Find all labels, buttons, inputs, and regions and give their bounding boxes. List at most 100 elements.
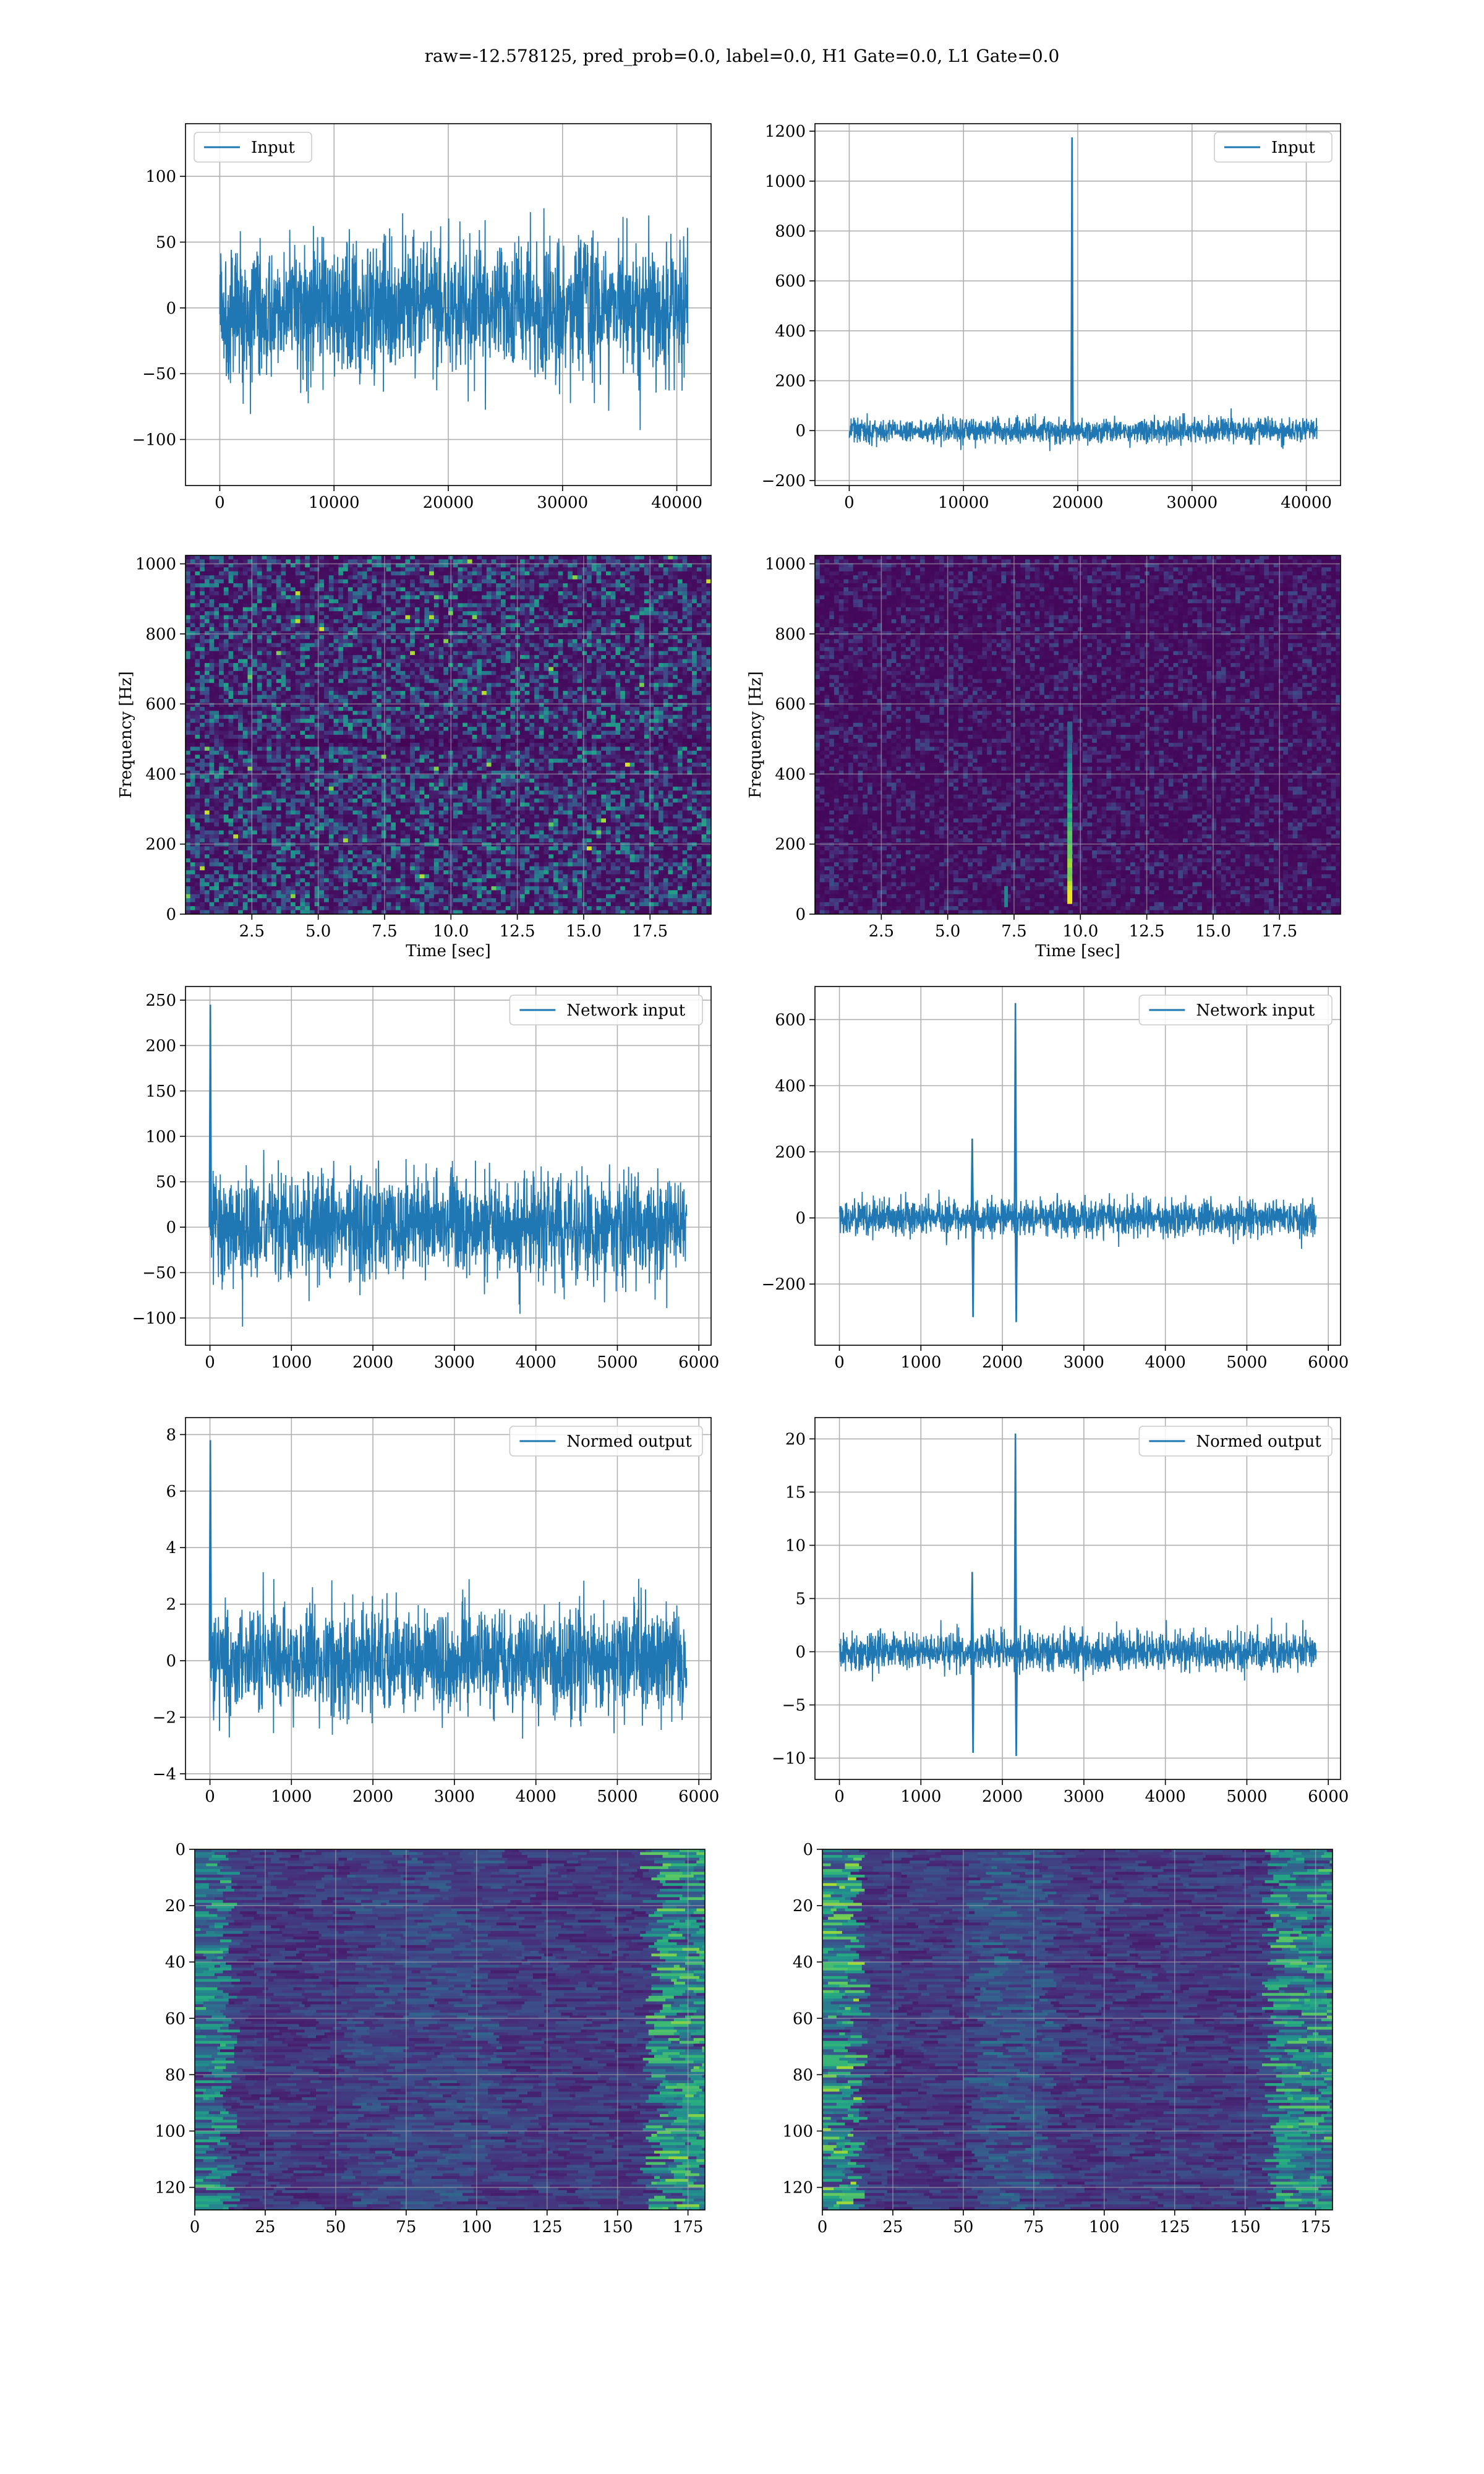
glitch-segment (1067, 854, 1073, 858)
spike-mark (1014, 1651, 1018, 1757)
glitch-segment (1067, 871, 1073, 877)
x-tick-label: 2.5 (239, 922, 265, 941)
y-tick-label: 20 (793, 1897, 813, 1915)
x-tick-label: 1000 (271, 1353, 312, 1372)
series-line (838, 1617, 1317, 1682)
plot-area (186, 1418, 711, 1779)
x-tick-label: 30000 (537, 494, 588, 512)
x-tick-label: 175 (673, 2218, 704, 2236)
y-tick-label: 2 (166, 1596, 176, 1614)
ticks: 0 1000 2000 3000 4000 5000 6000 −200 0 200 400 600 (762, 1011, 1349, 1372)
x-tick-label: 0 (834, 1353, 845, 1372)
x-tick-label: 50 (953, 2218, 973, 2236)
y-tick-label: 50 (156, 1173, 176, 1192)
x-tick-label: 5000 (597, 1787, 638, 1806)
glitch-segment (1067, 781, 1073, 786)
y-tick-label: 80 (165, 2066, 186, 2084)
y-tick-label: 0 (803, 1841, 813, 1859)
x-tick-label: 5000 (1226, 1353, 1267, 1372)
y-tick-label: 1200 (765, 122, 806, 141)
x-tick-label: 25 (255, 2218, 275, 2236)
legend-label: Normed output (566, 1432, 692, 1451)
y-tick-label: −50 (142, 1264, 176, 1283)
plot-area (815, 987, 1341, 1345)
y-axis-label: Frequency [Hz] (117, 671, 135, 798)
x-tick-label: 25 (882, 2218, 903, 2236)
legend: Network input (1138, 995, 1333, 1025)
plot-area (186, 124, 711, 486)
y-tick-label: 0 (166, 1218, 176, 1237)
axes-frame (185, 555, 712, 915)
glitch-segment (1067, 876, 1073, 881)
glitch-segment (1067, 776, 1073, 781)
ticks: 0 10000 20000 30000 40000 −100 −50 0 50 100 (132, 168, 702, 512)
x-tick-label: 10000 (938, 494, 989, 512)
glitch-segment (1067, 839, 1073, 845)
plot-area (815, 1418, 1341, 1779)
y-tick-label: 0 (166, 299, 176, 318)
legend-box (509, 1426, 703, 1457)
spike-mark (1013, 1003, 1017, 1218)
y-tick-label: 100 (782, 2122, 813, 2141)
axes-frame (822, 1849, 1333, 2211)
glitch-segment (1067, 721, 1073, 727)
grid (815, 555, 1341, 914)
glitch-segment (1067, 803, 1073, 808)
glitch-segment (1067, 849, 1073, 854)
y-tick-label: 200 (775, 836, 806, 854)
x-tick-label: 1000 (900, 1353, 941, 1372)
spike-mark (208, 1004, 212, 1228)
y-tick-label: 0 (795, 422, 806, 440)
y-tick-label: 250 (145, 991, 176, 1010)
y-tick-label: 0 (795, 905, 806, 924)
x-tick-label: 40000 (651, 494, 702, 512)
spike-mark (1070, 137, 1074, 431)
y-tick-label: 1000 (135, 555, 176, 574)
y-tick-label: −100 (132, 1309, 176, 1328)
series-line (209, 1150, 688, 1327)
spike-mark (970, 1572, 974, 1652)
y-tick-label: 60 (165, 2010, 186, 2028)
legend: Input (194, 132, 312, 163)
glitch-segment (1067, 726, 1073, 731)
legend-box (1138, 1426, 1333, 1457)
panel-input_l1: 0 10000 20000 30000 40000 −200 0 200 400 600 800 10… (762, 122, 1341, 512)
grid (186, 1418, 711, 1779)
y-tick-label: 400 (775, 765, 806, 784)
ticks: 2.5 5.0 7.5 10.0 12.5 15.0 17.5 0 200 400 600 800 10… (135, 555, 668, 941)
y-tick-label: 6 (166, 1483, 176, 1501)
glitch-segment (1067, 808, 1073, 813)
plot-area (186, 987, 711, 1345)
axes-frame (185, 986, 712, 1346)
spike-mark (971, 1651, 975, 1753)
spike-mark (1014, 1218, 1018, 1322)
x-tick-label: 10.0 (433, 922, 469, 941)
glitch-segment (1067, 844, 1073, 850)
x-tick-label: 2000 (352, 1353, 393, 1372)
y-tick-label: −4 (153, 1765, 176, 1784)
x-axis-label: Time [sec] (1035, 942, 1120, 961)
x-tick-label: 100 (461, 2218, 492, 2236)
glitch-segment (1067, 881, 1073, 886)
y-tick-label: 5 (795, 1590, 806, 1609)
plot-area (815, 124, 1341, 486)
glitch-segment (1067, 785, 1073, 790)
glitch-segment (1067, 748, 1073, 754)
y-tick-label: −2 (153, 1708, 176, 1727)
y-tick-label: 800 (775, 625, 806, 644)
axes-frame (194, 1849, 706, 2211)
legend: Normed output (509, 1426, 703, 1457)
x-tick-label: 0 (215, 494, 225, 512)
ticks: 0 1000 2000 3000 4000 5000 6000 −10 −5 0 5 10 15 20 (772, 1430, 1349, 1806)
y-tick-label: −200 (762, 1275, 806, 1294)
panel-spec_l1: 2.5 5.0 7.5 10.0 12.5 15.0 17.5 0 200 400 600 800 10… (746, 555, 1341, 961)
ticks: 0 10000 20000 30000 40000 −200 0 200 400 600 800 10… (762, 122, 1332, 512)
x-tick-label: 5.0 (305, 922, 331, 941)
x-tick-label: 2.5 (869, 922, 894, 941)
glitch-segment (1067, 821, 1073, 827)
legend: Network input (509, 995, 703, 1025)
y-tick-label: 50 (156, 233, 176, 252)
glitch-segment (1067, 812, 1073, 818)
x-tick-label: 5000 (597, 1353, 638, 1372)
x-tick-label: 4000 (1145, 1787, 1186, 1806)
